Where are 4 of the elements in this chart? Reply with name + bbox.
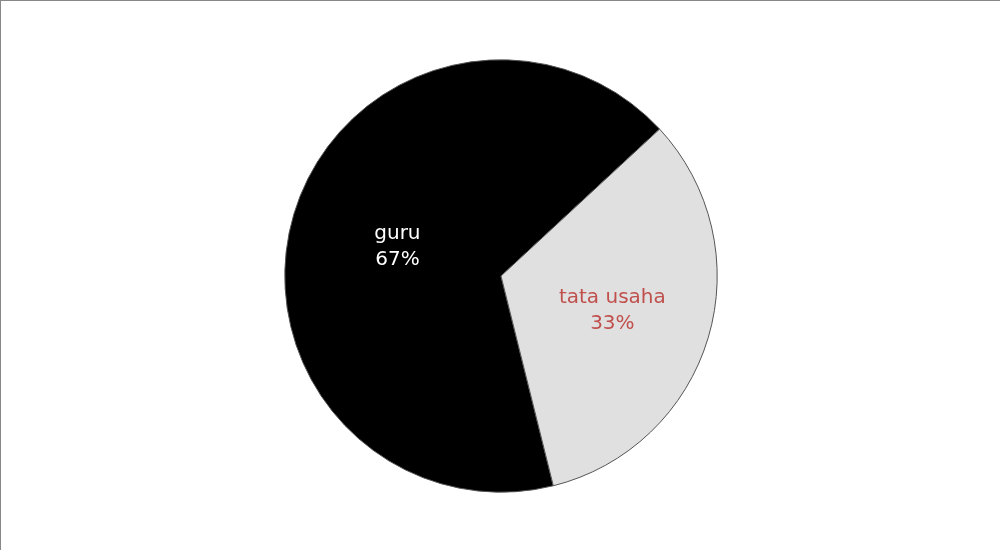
slice-label: tata usaha (558, 284, 666, 309)
slice-label: guru (374, 220, 421, 245)
data-label: 33% (590, 310, 635, 335)
data-label: 67% (375, 246, 420, 271)
